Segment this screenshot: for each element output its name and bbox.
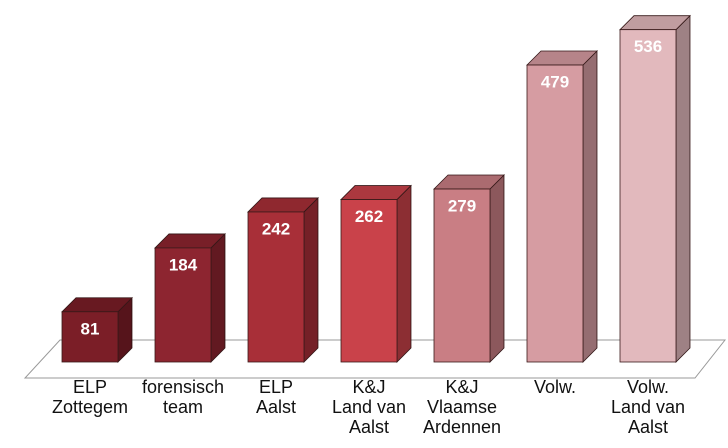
x-tick-label: ELP Aalst — [255, 377, 297, 417]
bar — [433, 188, 491, 363]
bar-side-shade — [118, 297, 132, 362]
x-tick-label: Volw. Land van Aalst — [610, 377, 686, 437]
value-label: 479 — [541, 73, 569, 92]
bar-side-shade — [211, 233, 225, 362]
bar-top-shade — [620, 15, 690, 30]
x-tick-label: ELP Zottegem — [51, 377, 129, 417]
bar-top-shade — [155, 233, 225, 248]
bar-top-shade — [248, 197, 318, 212]
bar — [340, 199, 398, 363]
value-label: 536 — [634, 37, 662, 56]
bar — [526, 64, 584, 363]
bar — [247, 211, 305, 363]
x-tick-label: Volw. — [533, 377, 577, 397]
bar-side-shade — [397, 185, 411, 362]
x-tick-label: forensisch team — [141, 377, 225, 417]
bar-top-shade — [341, 185, 411, 200]
x-tick-label: K&J Vlaamse Ardennen — [422, 377, 502, 437]
x-tick-label: K&J Land van Aalst — [331, 377, 407, 437]
bar — [619, 29, 677, 363]
value-label: 184 — [169, 255, 198, 274]
bar — [154, 247, 212, 363]
bar — [61, 311, 119, 363]
bar-top-shade — [62, 297, 132, 312]
bar-side-shade — [304, 197, 318, 362]
bar-side-shade — [676, 15, 690, 363]
bar-top-shade — [527, 51, 597, 66]
value-label: 81 — [81, 319, 100, 338]
value-label: 242 — [262, 219, 290, 238]
bar-side-shade — [583, 51, 597, 363]
value-label: 262 — [355, 207, 383, 226]
bar-top-shade — [434, 175, 504, 190]
value-label: 279 — [448, 197, 476, 216]
bar-side-shade — [490, 175, 504, 362]
